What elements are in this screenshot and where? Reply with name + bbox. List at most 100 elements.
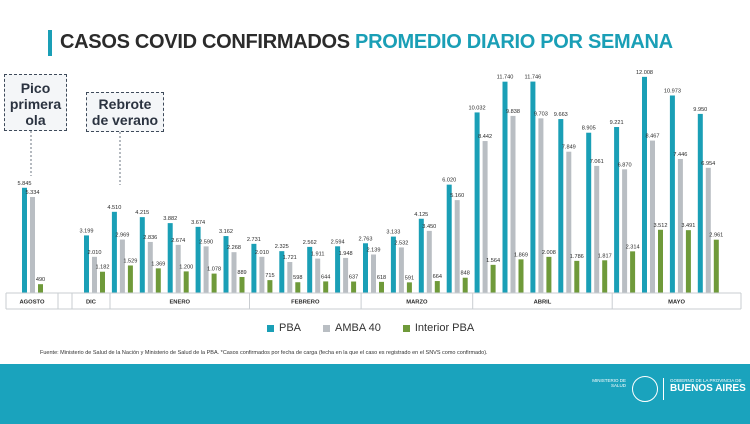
month-label-febrero: FEBRERO	[291, 300, 320, 306]
data-label-pba-22: 10.973	[664, 88, 681, 94]
bar-amba-6	[231, 252, 237, 293]
bar-amba-20	[622, 169, 628, 293]
bar-amba-22	[677, 158, 683, 293]
data-label-interior-19: 1.817	[598, 253, 612, 259]
data-label-interior-21: 3.512	[654, 223, 668, 229]
bar-interior-16	[518, 259, 524, 293]
data-label-amba-22: 7.446	[673, 152, 687, 158]
bar-pba-11	[363, 243, 368, 293]
bar-pba-14	[446, 184, 452, 293]
data-label-amba-9: 1.911	[311, 252, 325, 258]
gobierno-logo: GOBIERNO DE LA PROVINCIA DE BUENOS AIRES	[670, 378, 746, 394]
bar-amba-11	[371, 254, 376, 293]
data-label-amba-4: 2.674	[171, 238, 185, 244]
bar-amba-21	[650, 140, 655, 293]
source-note: Fuente: Ministerio de Salud de la Nación…	[40, 350, 488, 356]
bar-interior-9	[323, 281, 329, 293]
bar-interior-2	[127, 265, 133, 293]
data-label-interior-7: 715	[265, 273, 274, 279]
covid-bar-chart: 5.845 5.334 490 3.199 2.010 1.182 4.510 2.969 1.…	[5, 70, 742, 310]
data-label-pba-2: 4.510	[107, 205, 121, 211]
bar-interior-15	[490, 264, 496, 293]
data-label-pba-0: 5.845	[18, 181, 32, 187]
bar-amba-18	[566, 151, 572, 293]
data-label-pba-17: 11.746	[525, 75, 542, 81]
bar-pba-21	[642, 76, 647, 293]
bar-amba-16	[510, 115, 516, 293]
bar-pba-6	[223, 236, 229, 293]
bar-interior-4	[183, 271, 189, 293]
data-label-amba-1: 2.010	[88, 250, 102, 256]
bar-interior-3	[155, 268, 161, 293]
bar-amba-2	[119, 239, 125, 293]
bar-amba-10	[343, 257, 349, 293]
legend-label-interior: Interior PBA	[414, 322, 475, 334]
bar-amba-14	[454, 200, 460, 293]
data-label-pba-20: 9.221	[610, 120, 624, 126]
bar-amba-17	[538, 118, 544, 293]
data-label-pba-8: 2.325	[275, 244, 289, 250]
data-label-pba-9: 2.562	[303, 240, 317, 246]
month-label-marzo: MARZO	[406, 300, 428, 306]
data-label-pba-4: 3.882	[163, 216, 177, 222]
data-label-amba-21: 8.467	[646, 134, 660, 140]
bar-pba-19	[586, 132, 592, 293]
month-label-dic: DIC	[86, 300, 97, 306]
bar-pba-22	[669, 95, 675, 294]
data-label-amba-3: 2.836	[143, 235, 157, 241]
bar-pba-20	[614, 127, 620, 293]
data-label-pba-15: 10.032	[469, 105, 486, 111]
province-seal-icon	[632, 376, 658, 402]
gobierno-label: GOBIERNO DE LA PROVINCIA DE	[670, 378, 742, 383]
data-label-pba-16: 11.740	[497, 75, 514, 81]
bar-amba-7	[259, 256, 265, 293]
data-label-interior-23: 2.961	[709, 233, 723, 239]
bar-amba-15	[482, 141, 488, 293]
data-label-interior-13: 664	[433, 274, 442, 280]
data-label-amba-6: 2.268	[227, 245, 241, 251]
bar-pba-18	[558, 119, 564, 293]
data-label-interior-14: 848	[461, 271, 470, 277]
bar-interior-23	[713, 239, 719, 293]
title-part-1: CASOS COVID CONFIRMADOS	[60, 31, 350, 53]
bar-amba-0	[30, 196, 35, 293]
data-label-pba-1: 3.199	[80, 228, 94, 234]
bar-pba-9	[307, 246, 313, 293]
data-label-interior-20: 2.314	[626, 244, 640, 250]
data-label-interior-15: 1.564	[486, 258, 500, 264]
footer-divider	[663, 378, 664, 400]
data-label-interior-1: 1.182	[96, 265, 110, 271]
bar-pba-3	[139, 217, 145, 293]
bar-interior-10	[351, 281, 357, 293]
data-label-pba-5: 3.674	[191, 220, 205, 226]
bar-amba-4	[175, 244, 181, 293]
data-label-interior-12: 591	[405, 275, 414, 281]
legend-label-amba: AMBA 40	[335, 322, 381, 334]
bar-pba-2	[111, 211, 117, 293]
bar-amba-5	[203, 246, 209, 293]
bar-pba-7	[251, 243, 257, 293]
data-label-pba-23: 9.950	[693, 107, 707, 113]
legend-item-amba: AMBA 40	[323, 322, 381, 334]
page-title: CASOS COVID CONFIRMADOS PROMEDIO DIARIO …	[60, 31, 673, 54]
title-accent-bar	[48, 30, 52, 56]
legend-item-interior: Interior PBA	[402, 322, 475, 334]
bar-interior-22	[685, 230, 691, 293]
data-label-amba-23: 6.954	[701, 161, 715, 167]
bar-pba-0	[22, 187, 27, 293]
bar-interior-1	[100, 271, 105, 293]
bar-interior-21	[658, 229, 663, 293]
bar-amba-23	[705, 167, 711, 293]
data-label-amba-17: 9.703	[534, 111, 548, 117]
month-label-agosto: AGOSTO	[19, 300, 45, 306]
data-label-amba-10: 1.948	[339, 251, 353, 257]
data-label-pba-18: 9.663	[554, 112, 568, 118]
bar-interior-12	[406, 282, 412, 293]
month-label-mayo: MAYO	[668, 300, 685, 306]
bar-interior-6	[239, 276, 245, 293]
bar-pba-15	[474, 112, 480, 293]
title-part-2: PROMEDIO DIARIO POR SEMANA	[355, 31, 673, 53]
data-label-amba-14: 5.160	[450, 193, 464, 199]
data-label-interior-0: 490	[36, 277, 45, 283]
data-label-pba-10: 2.594	[331, 239, 345, 245]
